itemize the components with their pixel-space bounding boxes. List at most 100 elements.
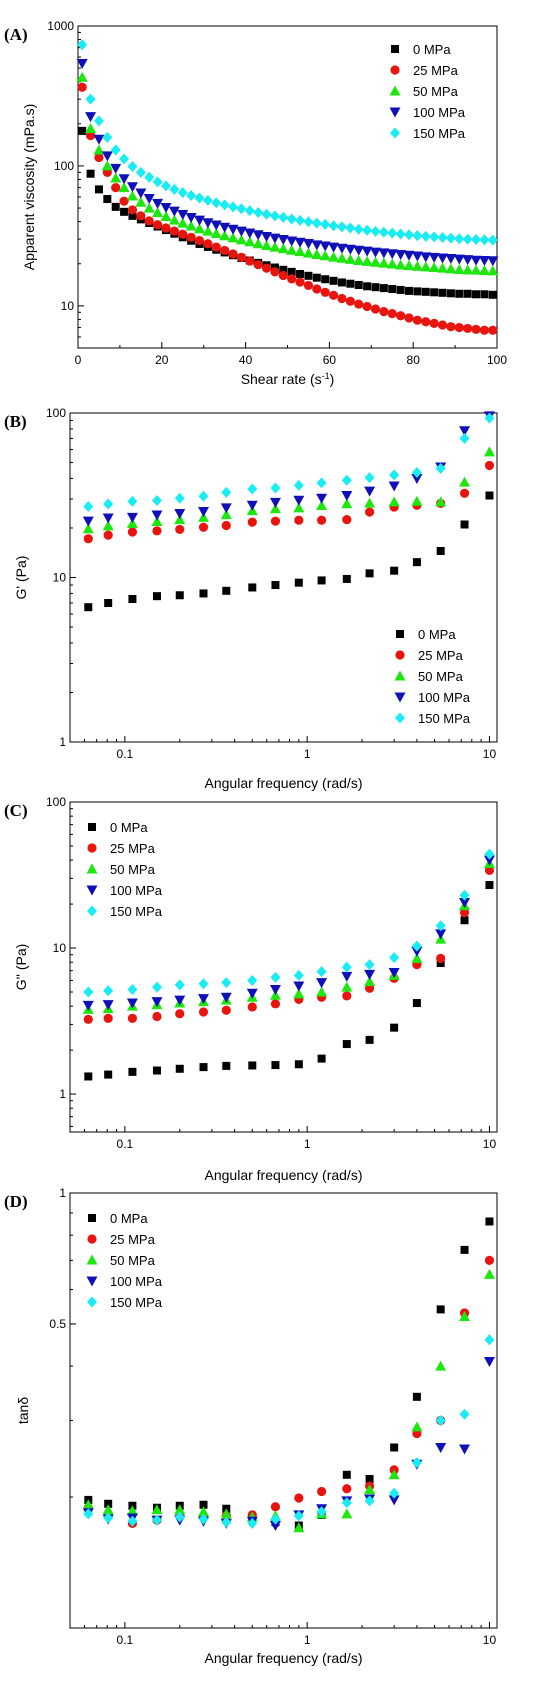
data-point — [111, 183, 121, 193]
data-point — [319, 241, 331, 252]
data-point — [228, 249, 238, 259]
data-point — [247, 517, 257, 527]
data-point — [202, 194, 213, 206]
data-point — [363, 282, 372, 291]
data-point — [177, 187, 188, 199]
data-point — [378, 248, 390, 259]
data-point — [462, 264, 474, 275]
series-50-mpa — [76, 71, 499, 276]
data-point — [411, 1457, 422, 1469]
data-point — [85, 112, 97, 123]
data-point — [245, 256, 255, 266]
data-point — [118, 182, 130, 193]
data-point — [364, 486, 376, 497]
data-point — [460, 916, 469, 925]
data-point — [436, 958, 445, 967]
x-axis-label: Angular frequency (rad/s) — [205, 775, 363, 791]
data-point — [463, 289, 472, 298]
data-point — [220, 503, 232, 514]
data-point — [365, 1475, 374, 1484]
data-point — [169, 183, 180, 195]
x-axis-label-superscript: -1 — [322, 371, 330, 381]
legend-marker — [394, 670, 406, 681]
data-point — [484, 848, 495, 860]
data-point — [435, 496, 447, 507]
data-point — [270, 267, 280, 277]
data-point — [222, 1061, 231, 1070]
data-point — [136, 211, 146, 221]
data-point — [235, 234, 247, 245]
data-point — [436, 953, 446, 963]
data-point — [198, 978, 209, 990]
y-tick-label: 1000 — [47, 19, 74, 33]
data-point — [304, 271, 313, 280]
data-point — [126, 517, 138, 528]
data-point — [485, 1217, 494, 1226]
data-point — [246, 988, 258, 999]
data-point — [152, 176, 163, 188]
data-point — [293, 479, 304, 491]
data-point — [364, 959, 375, 971]
legend: 0 MPa 25 MPa 50 MPa 100 MPa 150 MPa — [86, 1211, 163, 1310]
series-150-mpa — [83, 412, 495, 513]
data-point — [94, 152, 104, 163]
data-point — [454, 233, 465, 245]
data-point — [378, 226, 389, 238]
legend-label: 50 MPa — [413, 84, 459, 99]
y-tick-label: 10 — [53, 571, 67, 585]
data-point — [379, 307, 389, 317]
data-point — [354, 280, 363, 289]
data-point — [269, 210, 280, 222]
legend-label: 50 MPa — [110, 1253, 156, 1268]
data-point — [143, 202, 155, 213]
legend-marker — [390, 65, 400, 75]
x-tick-label: 10 — [483, 1137, 497, 1151]
data-point — [168, 214, 180, 225]
x-tick-label: 80 — [407, 353, 421, 367]
data-point — [483, 855, 495, 866]
data-point — [286, 236, 298, 247]
data-point — [342, 991, 352, 1001]
data-point — [480, 290, 489, 299]
series-150-mpa — [83, 1334, 495, 1529]
data-point — [404, 313, 414, 323]
data-point — [126, 512, 138, 523]
data-point — [421, 287, 430, 296]
legend-label: 150 MPa — [110, 904, 163, 919]
y-tick-label: 0.5 — [49, 1317, 66, 1331]
data-point — [174, 1511, 185, 1523]
data-point — [364, 976, 376, 987]
data-point — [211, 197, 222, 209]
legend-marker — [87, 1234, 97, 1244]
data-point — [269, 1521, 281, 1532]
data-point — [126, 182, 138, 193]
data-point — [252, 230, 264, 241]
data-point — [126, 998, 138, 1009]
data-point — [487, 234, 498, 246]
data-point — [321, 275, 330, 284]
data-point — [219, 199, 230, 211]
data-point — [296, 269, 305, 278]
data-point — [174, 995, 186, 1006]
data-point — [353, 245, 365, 256]
series-25-mpa — [83, 460, 495, 544]
chart-panel-d: 0.1 1 10 0.5 1 Angular frequency (rad/s) tanδ (… — [4, 1186, 498, 1666]
data-point — [128, 1067, 137, 1076]
data-point — [437, 232, 448, 244]
data-point — [487, 265, 499, 276]
data-point — [390, 1023, 399, 1032]
data-point — [269, 233, 281, 244]
legend-marker — [395, 650, 405, 660]
data-point — [420, 230, 431, 242]
data-point — [244, 236, 256, 247]
data-point — [174, 979, 185, 991]
data-point — [462, 255, 474, 266]
data-point — [294, 246, 306, 257]
data-point — [312, 284, 322, 294]
data-point — [102, 513, 114, 524]
data-point — [293, 1510, 304, 1522]
data-point — [388, 1495, 400, 1506]
data-point — [470, 255, 482, 266]
data-point — [459, 426, 471, 437]
data-point — [405, 286, 414, 295]
